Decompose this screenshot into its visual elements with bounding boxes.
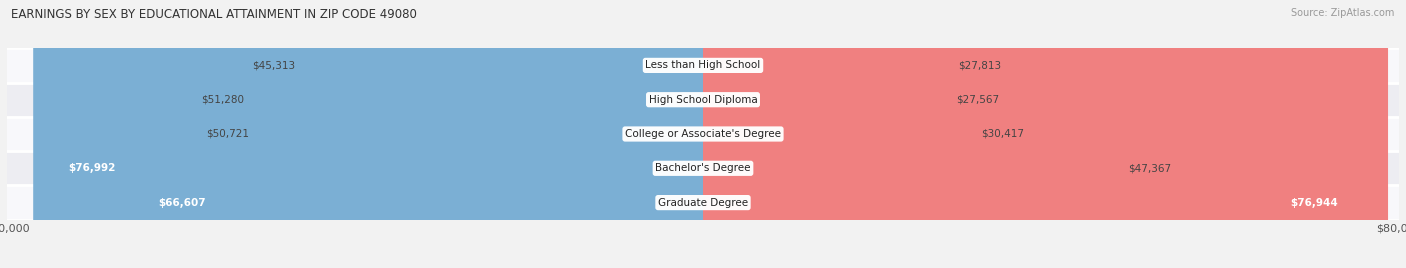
Bar	[7, 151, 1399, 185]
Text: $30,417: $30,417	[980, 129, 1024, 139]
Bar	[7, 48, 1399, 83]
FancyBboxPatch shape	[703, 0, 960, 268]
Bar	[7, 185, 1399, 220]
Text: EARNINGS BY SEX BY EDUCATIONAL ATTAINMENT IN ZIP CODE 49080: EARNINGS BY SEX BY EDUCATIONAL ATTAINMEN…	[11, 8, 418, 21]
Text: $76,944: $76,944	[1289, 198, 1337, 208]
Text: $51,280: $51,280	[201, 95, 243, 105]
FancyBboxPatch shape	[34, 0, 718, 268]
Text: $66,607: $66,607	[159, 198, 205, 208]
Bar	[7, 117, 1399, 151]
Bar	[7, 83, 1399, 117]
FancyBboxPatch shape	[262, 0, 718, 268]
FancyBboxPatch shape	[309, 0, 718, 268]
FancyBboxPatch shape	[257, 0, 718, 268]
Text: $27,567: $27,567	[956, 95, 1000, 105]
Text: Source: ZipAtlas.com: Source: ZipAtlas.com	[1291, 8, 1395, 18]
FancyBboxPatch shape	[124, 0, 718, 268]
FancyBboxPatch shape	[703, 0, 983, 268]
FancyBboxPatch shape	[703, 0, 1388, 268]
Text: Less than High School: Less than High School	[645, 60, 761, 70]
Text: High School Diploma: High School Diploma	[648, 95, 758, 105]
Text: $27,813: $27,813	[957, 60, 1001, 70]
Text: Bachelor's Degree: Bachelor's Degree	[655, 163, 751, 173]
Text: College or Associate's Degree: College or Associate's Degree	[626, 129, 780, 139]
Text: $76,992: $76,992	[67, 163, 115, 173]
Text: $45,313: $45,313	[253, 60, 295, 70]
Text: Graduate Degree: Graduate Degree	[658, 198, 748, 208]
FancyBboxPatch shape	[703, 0, 959, 268]
Text: $50,721: $50,721	[205, 129, 249, 139]
Text: $47,367: $47,367	[1128, 163, 1171, 173]
FancyBboxPatch shape	[703, 0, 1130, 268]
